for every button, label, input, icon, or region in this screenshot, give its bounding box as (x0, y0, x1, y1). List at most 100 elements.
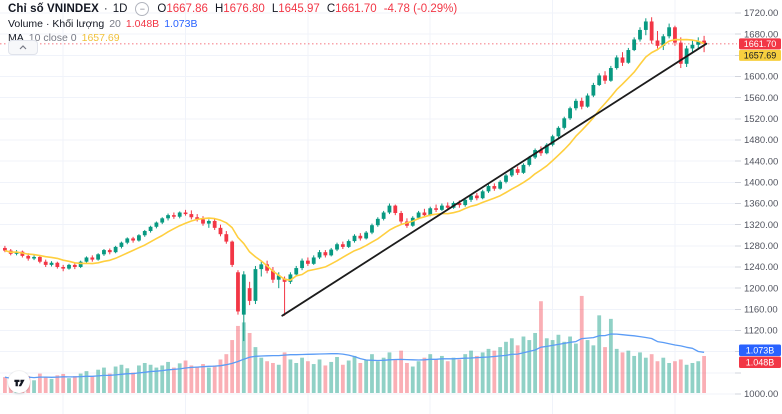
volume-bar (399, 350, 404, 393)
volume-bar (486, 348, 491, 393)
volume-bar (49, 378, 54, 393)
volume-bar (533, 332, 538, 393)
collapse-indicators-button[interactable] (8, 40, 38, 55)
candle-body (3, 247, 7, 251)
volume-bar (451, 357, 456, 393)
close-label: C (326, 3, 336, 15)
candle-body (574, 100, 578, 109)
volume-bar (329, 361, 334, 393)
volume-bar (201, 364, 205, 393)
volume-bar (684, 364, 689, 393)
volume-bar (381, 357, 386, 393)
volume-bar (509, 338, 514, 393)
candle-body (463, 199, 468, 206)
volume-bar (416, 361, 421, 393)
candle-body (626, 50, 631, 63)
volume-bar (649, 354, 654, 393)
volume-bar (90, 376, 95, 393)
collapse-symbol-icon[interactable]: − (135, 2, 150, 16)
volume-bar (358, 362, 363, 393)
volume-bar (323, 365, 328, 393)
volume-bar (335, 356, 339, 393)
price-axis-label[interactable]: 1440.00 (744, 156, 778, 167)
price-axis-label[interactable]: 1120.00 (744, 326, 778, 337)
volume-bar (480, 352, 485, 393)
volume-bar (241, 322, 246, 393)
ma-indicator-row[interactable]: MA 10 close 0 1657.69 (8, 32, 457, 44)
volume-bar (632, 355, 637, 393)
interval-label[interactable]: 1D (112, 3, 128, 15)
volume-bar (183, 360, 188, 393)
price-axis-label[interactable]: 1240.00 (744, 262, 778, 273)
price-axis-label[interactable]: 1320.00 (744, 220, 778, 231)
volume-bar (673, 361, 677, 393)
volume-indicator-row[interactable]: Volume · Khối lượng 20 1.048B 1.073B (8, 18, 457, 30)
candle-body (177, 212, 182, 217)
volume-bar (340, 364, 345, 393)
candle-body (125, 238, 130, 243)
candle-body (317, 252, 322, 258)
candle-body (195, 217, 200, 220)
symbol-title[interactable]: Chỉ số VNINDEX (8, 3, 99, 15)
volume-bar (550, 340, 555, 393)
volume-bar (271, 362, 275, 393)
volume-bar (148, 364, 153, 393)
candle-body (655, 40, 660, 46)
candle-body (439, 205, 444, 210)
candle-body (346, 241, 351, 247)
candle-body (236, 272, 240, 312)
open-value: 1667.86 (166, 3, 208, 15)
price-axis-label[interactable]: 1560.00 (744, 93, 778, 104)
candle-body (43, 261, 48, 265)
volume-bar (218, 359, 223, 393)
candle-body (375, 218, 380, 226)
low-label: L (271, 3, 279, 15)
volume-bar (78, 373, 83, 393)
price-axis-label[interactable]: 1200.00 (744, 283, 778, 294)
volume-bar (492, 350, 497, 393)
price-axis-label[interactable]: 1480.00 (744, 135, 778, 146)
volume-bar (562, 341, 567, 393)
volume-bar (61, 373, 66, 393)
price-axis-label[interactable]: 1160.00 (744, 305, 778, 316)
price-axis-label[interactable]: 1000.00 (744, 389, 778, 400)
price-axis-label[interactable]: 1680.00 (744, 29, 778, 40)
candle-body (632, 39, 637, 51)
candle-body (230, 241, 235, 265)
price-axis-label[interactable]: 1720.00 (744, 8, 778, 19)
volume-bar (439, 355, 444, 393)
candle-body (206, 220, 211, 224)
candle-body (247, 288, 252, 301)
candle-body (480, 191, 485, 199)
volume-bar (620, 352, 625, 393)
tradingview-logo-icon (13, 379, 25, 386)
volume-bar (131, 372, 135, 393)
volume-bar (288, 359, 293, 393)
volume-bar (410, 366, 415, 393)
price-axis-label[interactable]: 1400.00 (744, 178, 778, 189)
candle-body (166, 215, 170, 219)
candle-body (399, 213, 404, 222)
volume-bar (276, 364, 281, 393)
price-axis-label[interactable]: 1280.00 (744, 241, 778, 252)
volume-bar (300, 357, 304, 393)
volume-bar (585, 340, 590, 393)
volume-bar (37, 373, 42, 393)
volume-bar (643, 357, 648, 393)
candle-body (271, 270, 275, 280)
trendline[interactable] (281, 42, 708, 317)
price-axis-label[interactable]: 1600.00 (744, 72, 778, 83)
price-axis-label[interactable]: 1520.00 (744, 114, 778, 125)
candle-body (148, 226, 153, 232)
candle-body (509, 169, 514, 176)
candle-body (84, 257, 89, 262)
candle-body (568, 108, 572, 119)
ma-badge-text: 1657.69 (744, 51, 777, 61)
candle-body (183, 212, 188, 215)
candle-body (90, 257, 95, 260)
candle-body (556, 127, 561, 137)
tradingview-logo[interactable] (8, 371, 30, 393)
price-axis-label[interactable]: 1360.00 (744, 199, 778, 210)
volume-bar (72, 376, 77, 393)
